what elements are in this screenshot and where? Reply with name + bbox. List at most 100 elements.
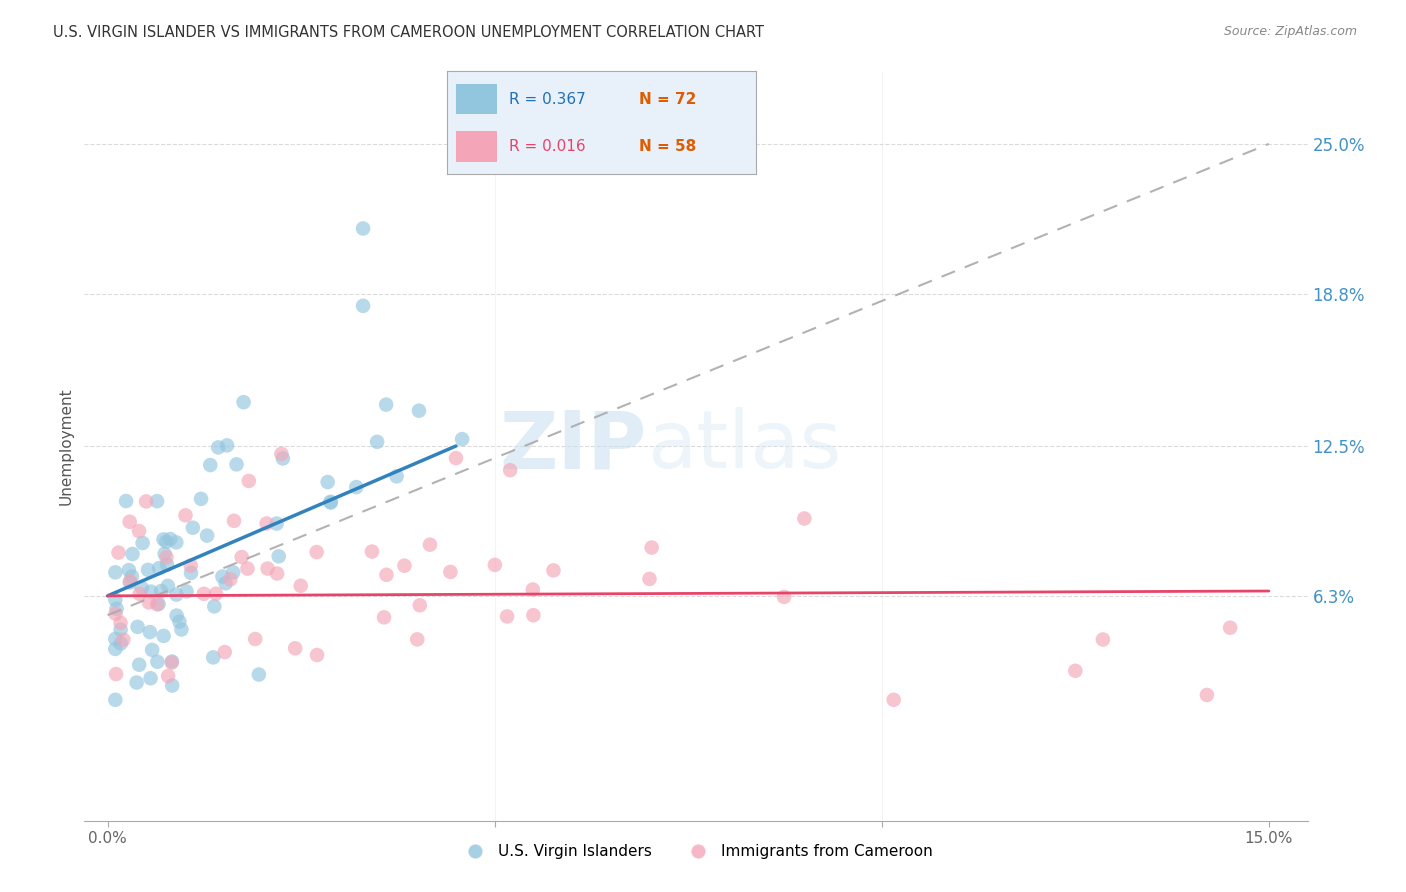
Point (266, 516, 288, 531)
Point (270, 447, 292, 461)
Point (153, 547, 176, 561)
Point (160, 678, 183, 692)
Point (640, 541, 662, 555)
Point (152, 533, 174, 547)
Point (266, 566, 288, 581)
Point (115, 494, 138, 508)
Point (128, 657, 150, 672)
Point (408, 403, 430, 417)
Legend: U.S. Virgin Islanders, Immigrants from Cameroon: U.S. Virgin Islanders, Immigrants from C… (454, 838, 938, 865)
Point (180, 566, 202, 580)
Point (207, 441, 229, 455)
Point (883, 693, 905, 707)
Point (146, 598, 169, 612)
Text: atlas: atlas (647, 407, 841, 485)
Point (319, 495, 342, 509)
Point (146, 655, 169, 669)
Point (366, 434, 388, 449)
Point (444, 451, 467, 466)
Point (104, 693, 127, 707)
Point (174, 508, 197, 523)
Point (160, 656, 183, 670)
Point (305, 648, 328, 662)
Point (139, 625, 162, 640)
Text: R = 0.016: R = 0.016 (509, 139, 585, 153)
Point (352, 221, 374, 235)
Point (1091, 632, 1114, 647)
Point (451, 432, 474, 446)
Point (104, 607, 127, 621)
Point (522, 608, 544, 623)
Point (219, 572, 242, 586)
Bar (457, 131, 496, 161)
Point (160, 655, 183, 669)
Point (238, 474, 260, 488)
Point (406, 632, 429, 647)
Point (305, 545, 328, 559)
Point (155, 534, 177, 549)
Point (231, 550, 253, 565)
Point (214, 645, 236, 659)
Point (193, 587, 215, 601)
Point (225, 458, 247, 472)
Point (152, 629, 174, 643)
Point (139, 671, 162, 685)
Point (394, 558, 416, 573)
Point (205, 587, 228, 601)
Point (638, 572, 661, 586)
Point (222, 566, 245, 580)
Point (319, 495, 342, 509)
Point (107, 546, 129, 560)
Point (793, 511, 815, 525)
Point (543, 563, 565, 577)
Text: N = 58: N = 58 (638, 139, 696, 153)
Text: N = 72: N = 72 (638, 92, 696, 106)
Text: ZIP: ZIP (499, 407, 647, 485)
Point (139, 584, 162, 599)
Point (128, 524, 150, 538)
Point (120, 574, 142, 589)
Point (159, 532, 181, 546)
Point (181, 521, 204, 535)
Point (484, 558, 506, 572)
Point (256, 516, 278, 531)
Point (176, 584, 198, 599)
Point (352, 299, 374, 313)
Point (110, 623, 132, 637)
Point (409, 599, 432, 613)
Point (499, 463, 522, 477)
Point (1195, 688, 1218, 702)
Point (190, 491, 212, 506)
Point (344, 480, 367, 494)
Point (236, 561, 259, 575)
Text: R = 0.367: R = 0.367 (509, 92, 586, 106)
Point (1219, 621, 1241, 635)
Point (180, 558, 202, 573)
Point (385, 469, 408, 483)
Point (166, 608, 188, 623)
Point (316, 475, 339, 489)
Point (141, 643, 163, 657)
Point (146, 494, 169, 508)
Point (165, 535, 187, 549)
Point (284, 641, 307, 656)
Point (127, 620, 149, 634)
Point (148, 597, 170, 611)
Point (131, 536, 153, 550)
Point (290, 579, 312, 593)
Point (271, 451, 294, 466)
Point (148, 561, 170, 575)
Point (373, 610, 395, 624)
Point (439, 565, 461, 579)
Point (138, 595, 160, 609)
Point (128, 587, 150, 601)
Point (202, 650, 225, 665)
Point (118, 575, 141, 590)
Point (361, 544, 384, 558)
Point (375, 567, 398, 582)
Point (165, 588, 187, 602)
Point (156, 579, 179, 593)
Point (125, 675, 148, 690)
Point (375, 398, 398, 412)
Point (155, 550, 177, 565)
